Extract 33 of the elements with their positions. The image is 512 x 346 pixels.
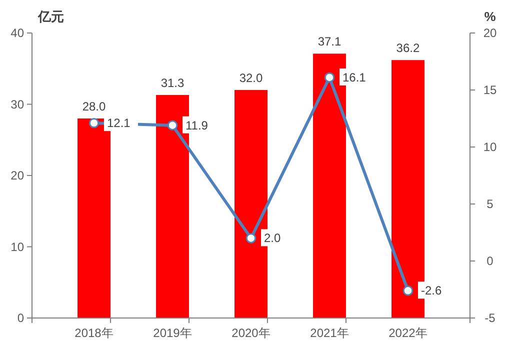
y-tick-label: 0: [17, 311, 24, 325]
data-label: 28.0: [82, 100, 106, 114]
y-axis-title: 亿元: [37, 9, 64, 24]
y2-tick-label: 0: [486, 254, 494, 268]
y2-tick-label: 20: [483, 26, 497, 40]
y2-tick-label: 10: [483, 140, 497, 154]
y-tick-label: 30: [10, 97, 24, 112]
data-label: 11.9: [186, 118, 208, 132]
y-tick-label: 20: [10, 168, 24, 182]
point: [88, 118, 100, 128]
point: [167, 120, 178, 130]
data-label: 2.0: [264, 231, 282, 246]
x-tick-label: 2018年: [74, 326, 114, 340]
point: [324, 72, 335, 83]
data-label: 36.2: [396, 41, 420, 56]
point: [402, 286, 414, 296]
data-label: 37.1: [318, 34, 342, 49]
data-label: 32.0: [239, 71, 263, 85]
data-label: 31.3: [160, 76, 185, 90]
y-tick-label: 40: [10, 26, 24, 40]
data-label: 12.1: [107, 116, 131, 130]
x-tick-label: 2020年: [232, 326, 270, 340]
y2-tick-label: 15: [483, 83, 497, 97]
data-label: 16.1: [342, 70, 366, 84]
x-tick-label: 2019年: [153, 326, 192, 340]
data-label: -2.6: [420, 284, 442, 298]
point: [246, 233, 256, 244]
y2-tick-label: 5: [486, 197, 494, 211]
y-tick-label: 10: [10, 240, 24, 254]
x-tick-label: 2022年: [388, 326, 428, 340]
y2-axis-title: %: [484, 9, 496, 24]
y2-tick-label: -5: [484, 311, 496, 325]
x-tick-label: 2021年: [310, 326, 349, 340]
